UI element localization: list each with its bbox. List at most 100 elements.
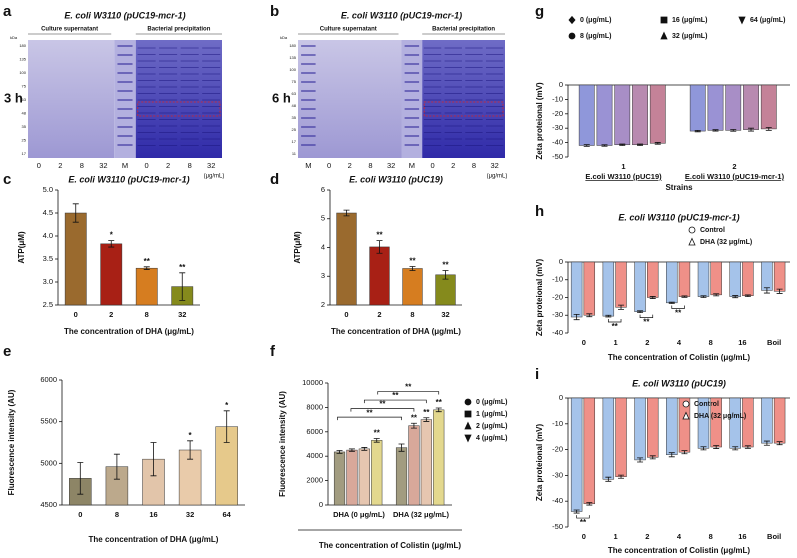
bar xyxy=(433,409,445,506)
legend-label: 1 (μg/mL) xyxy=(476,411,508,418)
bar xyxy=(729,397,741,449)
error-bar xyxy=(668,301,675,304)
significance-bracket xyxy=(607,319,622,323)
y-tick-label: 3 xyxy=(321,271,325,280)
comparison-bracket xyxy=(350,408,415,412)
y-tick-label: -30 xyxy=(552,123,563,132)
significance: ** xyxy=(144,257,151,266)
y-tick-label: -10 xyxy=(552,419,563,428)
y-axis-label: Zeta proteional (mV) xyxy=(535,258,544,336)
error-bar xyxy=(712,129,719,132)
gel-supernatant xyxy=(298,40,402,158)
y-tick-label: 3.5 xyxy=(43,254,53,263)
gel-lane-label: 32 xyxy=(99,161,107,170)
significance-bracket xyxy=(671,305,685,309)
gel-lane-label: 2 xyxy=(58,161,62,170)
error-bar xyxy=(649,455,656,460)
y-tick-label: -10 xyxy=(552,275,563,284)
y-tick-label: 0 xyxy=(559,393,563,402)
x-tick-label: 2 xyxy=(645,338,649,347)
x-tick-label: 32 xyxy=(441,310,449,319)
significance: * xyxy=(110,231,114,240)
legend-marker xyxy=(682,400,690,408)
bar xyxy=(395,447,408,506)
panel-label: i xyxy=(535,366,539,383)
y-tick-label: 0 xyxy=(559,80,563,89)
bar xyxy=(760,84,777,130)
error-bar xyxy=(730,129,737,132)
legend-label: 32 (μg/mL) xyxy=(672,33,707,40)
error-bar xyxy=(732,295,739,299)
chart-title: E. coli W3110 (pUC19) xyxy=(349,174,443,184)
x-tick-label: 0 xyxy=(344,310,348,319)
legend-label: 0 (μg/mL) xyxy=(476,399,508,406)
significance: * xyxy=(225,401,229,410)
bar xyxy=(602,261,615,317)
gel-lane-label: 8 xyxy=(472,161,476,170)
error-bar xyxy=(765,127,772,131)
error-bar xyxy=(187,440,194,460)
bar xyxy=(743,84,759,130)
y-tick-label: -40 xyxy=(552,328,563,337)
y-axis-label: ATP(μM) xyxy=(17,231,26,264)
bar xyxy=(420,419,432,506)
bar xyxy=(408,425,420,506)
significance: ** xyxy=(376,231,383,240)
gel-marker-label: 25 xyxy=(292,127,297,132)
bar xyxy=(358,448,370,506)
gel-precipitation xyxy=(135,40,222,158)
y-tick-label: 3.0 xyxy=(43,277,53,286)
chart-title: E. coli W3110 (pUC19-mcr-1) xyxy=(618,212,739,222)
legend-marker xyxy=(464,434,472,443)
highlight-box xyxy=(137,101,221,117)
bar xyxy=(614,84,631,146)
comparison-bracket xyxy=(337,416,402,421)
legend-label: 8 (μg/mL) xyxy=(580,33,612,40)
gel-precipitation xyxy=(422,40,505,158)
legend-marker xyxy=(464,410,472,418)
y-tick-label: -30 xyxy=(552,470,563,479)
x-tick-label: 16 xyxy=(149,510,157,519)
bar xyxy=(707,84,724,131)
x-tick-label: 64 xyxy=(223,510,232,519)
gel-title: E. coli W3110 (pUC19-mcr-1) xyxy=(64,10,185,20)
x-tick-label: 0 xyxy=(78,510,82,519)
significance: ** xyxy=(179,263,186,272)
bar xyxy=(729,261,741,297)
bar xyxy=(333,451,346,506)
error-bar xyxy=(376,240,383,254)
gel-marker-lane xyxy=(114,40,136,158)
gel-group: Culture supernatant xyxy=(41,27,98,33)
gel-lane-label: 0 xyxy=(144,161,148,170)
gel-lane-label: 32 xyxy=(207,161,215,170)
gel-marker-label: 100 xyxy=(19,70,26,75)
gel-marker-label: 17 xyxy=(292,139,297,144)
legend-label: 2 (μg/mL) xyxy=(476,423,508,430)
bar xyxy=(602,397,615,480)
panel-label: c xyxy=(3,171,11,188)
y-tick-label: 10000 xyxy=(302,378,323,387)
significance: ** xyxy=(580,518,587,527)
significance: ** xyxy=(423,408,430,417)
bar xyxy=(583,261,596,316)
error-bar xyxy=(113,453,120,480)
x-tick-label: 16 xyxy=(738,532,746,541)
y-axis-label: Fluorescence intensity (AU) xyxy=(7,389,16,495)
significance: ** xyxy=(675,309,682,318)
error-bar xyxy=(143,266,150,270)
bar xyxy=(647,397,659,458)
gel-unit: kDa xyxy=(10,35,18,40)
y-tick-label: 6000 xyxy=(40,375,57,384)
gel-title: E. coli W3110 (pUC19-mcr-1) xyxy=(341,10,462,20)
y-tick-label: -20 xyxy=(552,109,563,118)
x-tick-label: 2 xyxy=(645,532,649,541)
x-tick-label: 1 xyxy=(621,162,625,171)
error-bar xyxy=(618,474,625,479)
gel-lane-label: M xyxy=(122,161,128,170)
error-bar xyxy=(713,293,720,297)
gel-lane-label: 32 xyxy=(387,161,395,170)
legend-marker xyxy=(682,411,690,420)
gel-lane-label: 0 xyxy=(37,161,41,170)
x-axis-label: The concentration of DHA (μg/mL) xyxy=(331,327,461,336)
error-bar xyxy=(763,287,770,294)
